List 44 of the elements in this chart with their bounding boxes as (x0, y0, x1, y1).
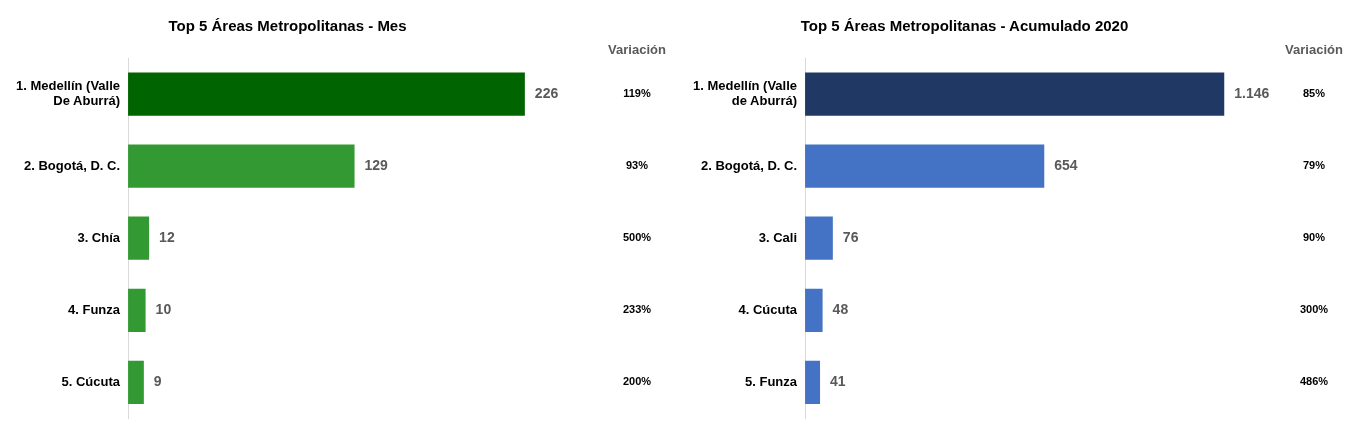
data-label: 76 (842, 229, 859, 246)
y-tick-label: 4. Funza (68, 301, 121, 317)
text: 79% (1302, 159, 1326, 172)
bar (128, 360, 144, 404)
text: 500% (622, 231, 652, 244)
text: 486% (1299, 375, 1329, 388)
data-label: 654 (1054, 156, 1078, 173)
text: Variación (1285, 41, 1343, 57)
text: 90% (1302, 231, 1326, 244)
text: 119% (623, 87, 651, 100)
text: 200% (622, 375, 652, 388)
bar (128, 288, 146, 332)
y-tick-label: 3. Chía (77, 229, 121, 245)
chart-title: Top 5 Áreas Metropolitanas - Acumulado 2020 (800, 17, 1129, 35)
chart-title: Top 5 Áreas Metropolitanas - Mes (168, 17, 407, 35)
y-tick-label: 2. Bogotá, D. C. (700, 157, 798, 173)
data-label: 1.146 (1234, 84, 1270, 101)
data-label: 10 (155, 301, 172, 318)
y-tick-label: 1. Medellín (Valle de Aburrá) (692, 77, 798, 109)
y-tick-label: 1. Medellín (Valle De Aburrá) (15, 77, 121, 109)
text: 233% (622, 303, 652, 316)
text: 300% (1299, 303, 1329, 316)
data-label: 41 (830, 373, 846, 390)
data-label: 48 (832, 301, 849, 318)
y-tick-label: 3. Cali (758, 229, 798, 245)
text: 93% (625, 159, 649, 172)
bar (805, 144, 1045, 188)
text: 85% (1302, 87, 1326, 100)
y-tick-label: 5. Cúcuta (61, 373, 121, 389)
bar (128, 144, 355, 188)
y-tick-label: 2. Bogotá, D. C. (23, 157, 121, 173)
bar (805, 288, 823, 332)
bar (805, 360, 821, 404)
bar (805, 72, 1225, 116)
data-label: 129 (364, 156, 389, 173)
y-tick-label: 4. Cúcuta (738, 301, 798, 317)
bar (128, 72, 525, 116)
data-label: 12 (159, 229, 175, 246)
bar (805, 216, 833, 260)
text: Variación (608, 41, 666, 57)
y-tick-label: 5. Funza (745, 373, 798, 389)
bar (128, 216, 150, 260)
data-label: 9 (153, 373, 162, 390)
data-label: 226 (534, 84, 559, 101)
